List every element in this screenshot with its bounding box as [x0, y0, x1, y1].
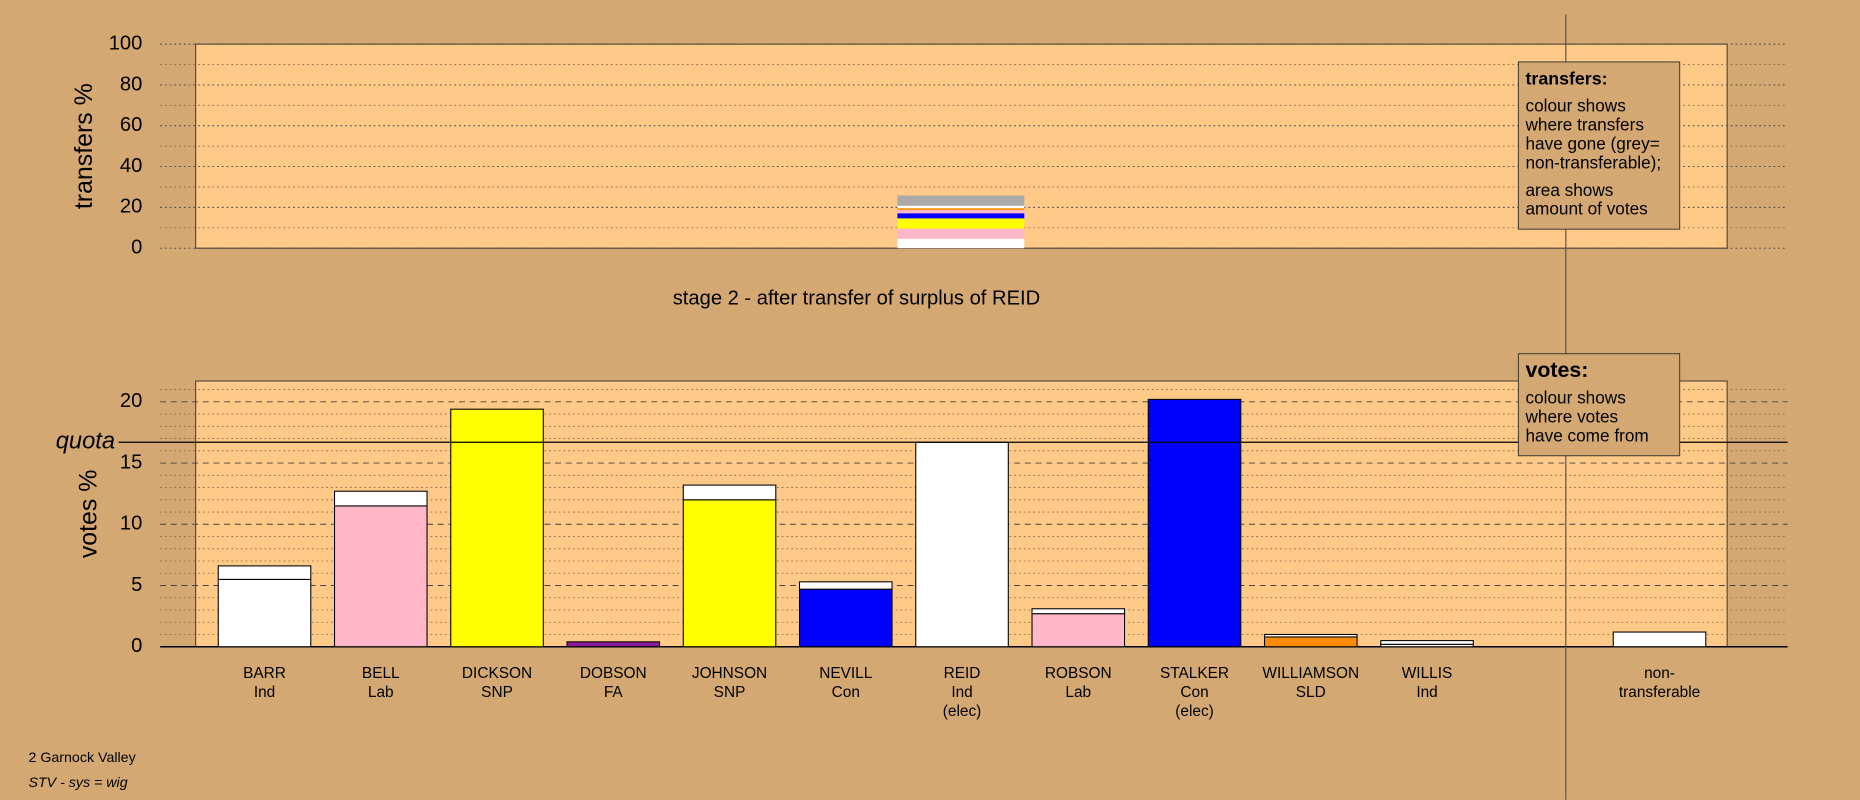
note-box	[1517, 353, 1681, 457]
note-line: amount of votes	[1525, 199, 1647, 219]
note-line: where transfers	[1524, 115, 1643, 135]
transfer-bar	[798, 581, 893, 590]
vote-bar	[1263, 636, 1358, 648]
y-axis-label: transfers %	[70, 83, 98, 209]
note-line: colour shows	[1525, 387, 1625, 407]
vote-bar	[1147, 398, 1242, 648]
x-tick-label: Con	[832, 684, 860, 701]
x-tick-label: NEVILL	[819, 665, 873, 682]
transfer-bar	[333, 490, 428, 507]
vote-bar	[798, 588, 893, 648]
x-tick-label: (elec)	[1175, 703, 1214, 720]
x-tick-label: SLD	[1296, 684, 1326, 701]
x-tick-label: STALKER	[1160, 665, 1229, 682]
x-tick-label: SNP	[714, 684, 746, 701]
y-tick-label: 20	[120, 196, 142, 218]
note-line: where votes	[1524, 406, 1618, 426]
x-tick-label: FA	[604, 684, 624, 701]
x-tick-label: SNP	[481, 684, 513, 701]
note-title: transfers:	[1525, 68, 1607, 88]
transfer-segment	[897, 195, 1025, 206]
quota-label: quota	[56, 429, 115, 455]
transfer-bar	[1263, 633, 1358, 638]
vote-bar	[915, 441, 1009, 648]
x-tick-label: WILLIAMSON	[1262, 665, 1359, 682]
vote-bar	[1031, 613, 1126, 648]
transfer-segment	[897, 209, 1025, 214]
y-tick-label: 5	[131, 574, 142, 596]
y-axis-label: votes %	[75, 470, 103, 559]
x-tick-label: WILLIS	[1402, 665, 1453, 682]
note-box	[1517, 61, 1681, 230]
y-tick-label: 10	[120, 513, 142, 535]
transfer-bar	[1031, 608, 1126, 615]
x-tick-label: transferable	[1619, 684, 1700, 701]
footer-area: 2 Garnock Valley	[28, 750, 136, 766]
x-tick-label: Ind	[254, 684, 275, 701]
votes-chart: 0 5 10 15 20 votes % BARR Ind BELL Lab DICKSON SNP D…	[56, 380, 1788, 720]
x-tick-label: DOBSON	[580, 665, 647, 682]
note-line: area shows	[1525, 180, 1613, 200]
transfer-bar	[1380, 640, 1474, 645]
note-title: votes:	[1525, 358, 1588, 382]
y-tick-label: 15	[120, 451, 142, 473]
x-tick-label: Ind	[1416, 684, 1437, 701]
y-tick-label: 0	[131, 236, 142, 258]
x-tick-label: (elec)	[943, 703, 982, 720]
x-tick-label: non-	[1644, 665, 1675, 682]
transfer-segment	[897, 238, 1025, 249]
note-line: colour shows	[1525, 96, 1625, 116]
x-tick-label: Ind	[951, 684, 972, 701]
transfer-segment	[897, 213, 1025, 219]
x-tick-label: Lab	[368, 684, 394, 701]
x-tick-label: JOHNSON	[692, 665, 767, 682]
x-tick-label: Con	[1180, 684, 1208, 701]
x-tick-label: REID	[944, 665, 981, 682]
transfer-bar	[217, 565, 312, 580]
transfer-bar	[1612, 631, 1707, 648]
vote-bar	[566, 641, 661, 648]
y-tick-label: 0	[131, 635, 142, 657]
footer-system: STV - sys = wig	[28, 775, 127, 791]
x-tick-label: Lab	[1065, 684, 1091, 701]
y-tick-label: 80	[120, 73, 142, 95]
y-tick-label: 20	[120, 390, 142, 412]
transfers-chart: 0 20 40 60 80 100 transfers %	[70, 32, 1788, 258]
note-line: non-transferable);	[1525, 152, 1661, 172]
x-tick-label: BARR	[243, 665, 286, 682]
y-tick-label: 40	[120, 155, 142, 177]
transfer-segment	[897, 228, 1025, 239]
transfer-bar	[682, 484, 777, 501]
x-tick-label: BELL	[362, 665, 400, 682]
note-line: have come from	[1525, 425, 1648, 445]
transfer-segment	[897, 208, 1025, 210]
stage-title: stage 2 - after transfer of surplus of R…	[673, 287, 1040, 309]
vote-bar	[217, 578, 312, 648]
vote-bar	[682, 499, 777, 648]
vote-bar	[333, 505, 428, 648]
note-line: have gone (grey=	[1525, 134, 1659, 154]
x-tick-label: DICKSON	[462, 665, 532, 682]
y-tick-label: 60	[120, 114, 142, 136]
x-tick-label: ROBSON	[1045, 665, 1112, 682]
vote-bar	[450, 408, 544, 648]
transfer-segment	[897, 205, 1025, 209]
y-tick-label: 100	[109, 32, 143, 54]
transfer-segment	[897, 218, 1025, 229]
